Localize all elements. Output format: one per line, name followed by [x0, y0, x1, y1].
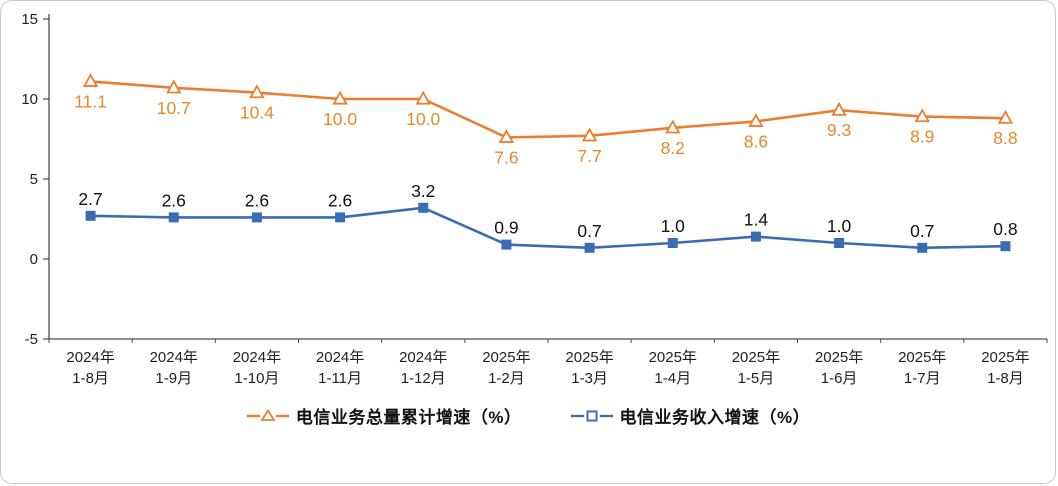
x-axis-label-year: 2025年	[649, 349, 697, 366]
data-label: 8.6	[744, 131, 768, 151]
data-label: 2.6	[245, 190, 269, 210]
square-marker-icon	[570, 410, 613, 421]
data-label: 2.7	[78, 189, 102, 209]
series-line	[90, 80, 1006, 139]
series-line	[90, 206, 1006, 250]
triangle-marker-icon	[246, 408, 289, 421]
x-axis-label-period: 1-8月	[987, 370, 1024, 387]
square-data-point	[251, 212, 262, 223]
square-data-point	[834, 238, 845, 248]
x-axis-label-year: 2025年	[981, 349, 1029, 366]
legend-triangle-icon	[260, 408, 276, 421]
data-label: 7.7	[577, 146, 601, 166]
data-label: 9.3	[827, 120, 851, 140]
square-data-point	[667, 238, 678, 248]
legend-item-revenue-growth: 电信业务收入增速（%）	[570, 403, 811, 428]
data-label: 2.6	[328, 190, 352, 210]
x-axis-label-period: 1-10月	[234, 370, 279, 387]
triangle-data-point	[82, 73, 99, 87]
x-axis-label-period: 1-6月	[821, 370, 858, 387]
square-data-point	[917, 242, 928, 253]
data-label: 8.9	[910, 127, 934, 147]
triangle-data-point	[415, 90, 431, 105]
triangle-data-point	[665, 119, 681, 134]
x-axis-label-period: 1-9月	[155, 370, 192, 387]
data-label: 10.0	[323, 109, 357, 129]
x-axis-label-period: 1-12月	[401, 370, 446, 387]
x-axis-label-period: 1-8月	[72, 370, 109, 387]
square-data-point	[584, 242, 595, 253]
x-axis-label-year: 2025年	[815, 349, 863, 366]
data-label: 10.7	[157, 98, 191, 118]
triangle-data-point	[249, 84, 265, 99]
square-data-point	[501, 239, 512, 250]
x-axis-label-year: 2025年	[732, 349, 780, 366]
square-data-point	[168, 212, 179, 223]
square-data-point	[750, 231, 761, 242]
triangle-data-point	[831, 101, 847, 116]
x-axis-label-year: 2024年	[233, 349, 281, 366]
y-axis-tick-label: 5	[30, 171, 38, 188]
data-label: 0.7	[910, 221, 934, 241]
data-label: 2.6	[162, 190, 186, 210]
data-label: 8.2	[661, 138, 685, 158]
triangle-data-point	[748, 113, 764, 127]
data-label: 1.0	[661, 216, 686, 236]
x-axis-label-year: 2025年	[565, 349, 613, 366]
x-axis-label-period: 1-4月	[654, 370, 691, 387]
x-axis-label-year: 2024年	[399, 349, 447, 366]
square-data-point	[335, 212, 346, 223]
data-label: 3.2	[411, 181, 435, 201]
data-label: 0.8	[993, 219, 1017, 239]
legend-item-total-volume-growth: 电信业务总量累计增速（%）	[246, 403, 522, 428]
x-axis-label-period: 1-11月	[318, 370, 362, 387]
legend-label-revenue-growth: 电信业务收入增速（%）	[619, 408, 811, 427]
triangle-data-point	[332, 90, 348, 105]
square-data-point	[418, 202, 429, 213]
x-axis-label-year: 2025年	[898, 349, 946, 366]
x-axis-label-year: 2024年	[316, 349, 364, 366]
x-axis-label-period: 1-3月	[571, 370, 608, 387]
x-axis-label-year: 2024年	[66, 349, 114, 366]
y-axis-tick-label: 15	[21, 11, 38, 28]
triangle-data-point	[997, 109, 1014, 124]
square-data-point	[85, 210, 96, 221]
x-axis-label-period: 1-5月	[738, 370, 775, 387]
data-label: 11.1	[74, 91, 107, 111]
x-axis-label-period: 1-7月	[904, 370, 941, 387]
legend: 电信业务总量累计增速（%） 电信业务收入增速（%）	[1, 403, 1055, 428]
line-chart: 15 10 5 0 -5 2024年 1-8月 2024年 1-9月 2024年 1-10月 2024…	[21, 11, 1048, 387]
triangle-data-point	[166, 79, 182, 94]
x-axis-label-year: 2025年	[482, 349, 530, 366]
y-axis-tick-label: 10	[21, 91, 38, 108]
data-label: 10.4	[240, 103, 274, 123]
y-axis-tick-label: -5	[25, 331, 38, 348]
data-label: 1.0	[827, 216, 852, 236]
data-label: 10.0	[406, 109, 440, 129]
y-axis-tick-label: 0	[30, 251, 38, 268]
legend-label-total-volume-growth: 电信业务总量累计增速（%）	[295, 408, 522, 427]
legend-square-icon	[586, 410, 597, 421]
data-label: 7.6	[494, 147, 518, 167]
x-axis-label-year: 2024年	[150, 349, 198, 366]
square-data-point	[1000, 241, 1011, 252]
data-label: 0.7	[577, 221, 601, 241]
triangle-data-point	[914, 108, 930, 123]
x-axis-label-period: 1-2月	[488, 370, 525, 387]
triangle-data-point	[498, 129, 515, 143]
data-label: 0.9	[494, 218, 518, 238]
data-label: 8.8	[993, 128, 1017, 148]
triangle-data-point	[581, 127, 598, 142]
data-label: 1.4	[744, 210, 769, 230]
